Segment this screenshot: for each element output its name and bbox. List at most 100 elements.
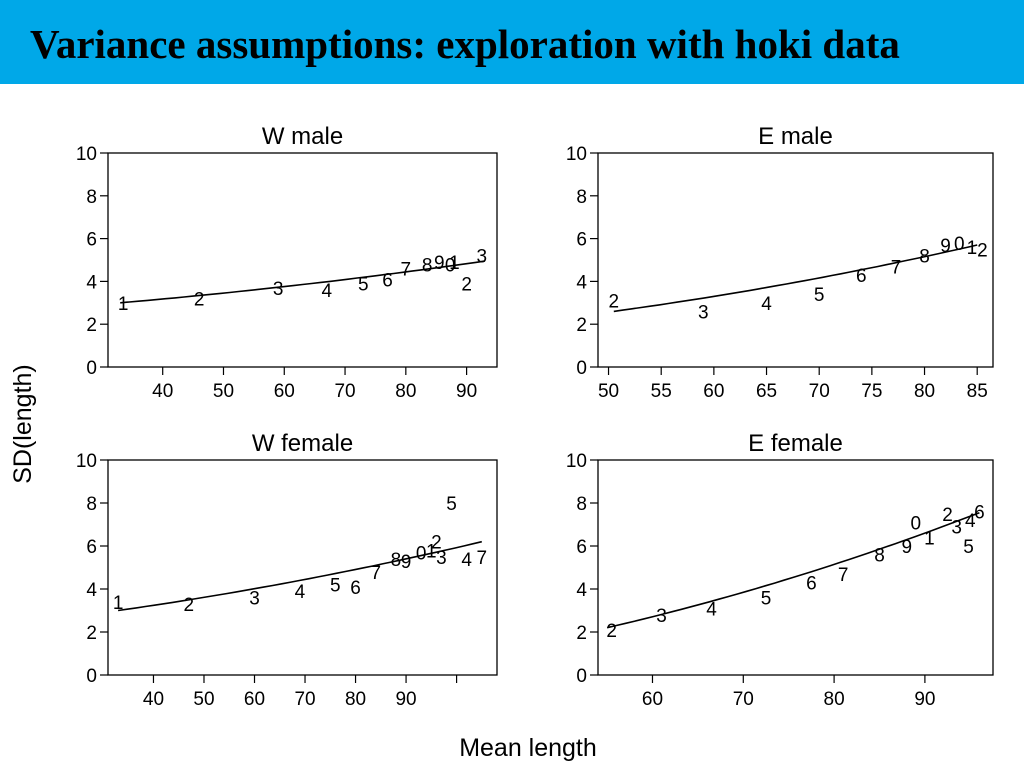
data-point: 5	[963, 537, 974, 558]
data-point: 8	[422, 255, 433, 276]
data-point: 5	[358, 275, 369, 296]
x-tick-label: 75	[861, 381, 882, 402]
data-point: 6	[350, 578, 361, 599]
fitted-curve	[120, 260, 485, 304]
x-tick-label: 50	[213, 381, 234, 402]
data-point: 3	[477, 247, 488, 268]
y-tick-label: 8	[86, 494, 97, 515]
data-point: 1	[118, 294, 129, 315]
x-tick-label: 90	[456, 381, 477, 402]
data-point: 1	[924, 528, 935, 549]
data-point: 9	[901, 537, 912, 558]
x-axis-label: Mean length	[459, 734, 597, 762]
data-point: 9	[401, 552, 412, 573]
title-banner	[0, 0, 1024, 84]
data-point: 7	[891, 257, 902, 278]
data-point: 9	[940, 236, 951, 257]
data-point: 6	[382, 270, 393, 291]
plot-frame	[597, 459, 994, 676]
data-point: 4	[322, 281, 333, 302]
data-point: 6	[856, 266, 867, 287]
y-tick-label: 0	[576, 666, 587, 687]
data-point: 0	[416, 543, 427, 564]
y-tick-label: 0	[86, 666, 97, 687]
x-tick-label: 80	[824, 689, 845, 710]
data-point: 2	[431, 533, 442, 554]
plot-frame	[107, 152, 498, 368]
y-tick-label: 8	[576, 187, 587, 208]
data-point: 4	[461, 550, 472, 571]
y-tick-label: 4	[86, 580, 97, 601]
data-point: 6	[806, 574, 817, 595]
y-tick-label: 2	[86, 315, 97, 336]
y-tick-label: 10	[76, 451, 97, 472]
y-tick-label: 6	[576, 230, 587, 251]
y-tick-label: 10	[76, 144, 97, 165]
x-tick-label: 90	[395, 689, 416, 710]
data-point: 3	[656, 606, 667, 627]
y-tick-label: 6	[86, 537, 97, 558]
x-tick-label: 60	[274, 381, 295, 402]
data-point: 2	[606, 621, 617, 642]
y-tick-label: 10	[566, 451, 587, 472]
data-point: 1	[967, 238, 978, 259]
fitted-curve	[606, 511, 980, 629]
x-tick-label: 85	[967, 381, 988, 402]
y-tick-label: 0	[576, 358, 587, 379]
data-point: 8	[874, 546, 885, 567]
data-point: 4	[706, 599, 717, 620]
data-point: 2	[184, 595, 195, 616]
panel-title: E male	[758, 123, 833, 150]
x-tick-label: 50	[193, 689, 214, 710]
panel-title: E female	[748, 430, 843, 457]
fitted-curve	[613, 244, 978, 313]
panel-title: W female	[252, 430, 353, 457]
data-point: 5	[814, 285, 825, 306]
data-point: 1	[426, 541, 437, 562]
data-point: 2	[461, 275, 472, 296]
y-tick-label: 4	[576, 272, 587, 293]
x-tick-label: 70	[294, 689, 315, 710]
data-point: 0	[954, 234, 965, 255]
y-tick-label: 8	[86, 187, 97, 208]
data-point: 4	[965, 511, 976, 532]
x-tick-label: 70	[334, 381, 355, 402]
data-point: 4	[761, 294, 772, 315]
data-point: 1	[113, 593, 124, 614]
y-tick-label: 2	[86, 623, 97, 644]
y-tick-label: 6	[86, 230, 97, 251]
data-point: 7	[370, 563, 381, 584]
data-point: 2	[609, 292, 620, 313]
data-point: 1	[449, 253, 460, 274]
data-point: 7	[401, 260, 412, 281]
x-tick-label: 65	[756, 381, 777, 402]
y-tick-label: 2	[576, 623, 587, 644]
data-point: 8	[391, 550, 402, 571]
data-point: 3	[698, 302, 709, 323]
y-tick-label: 4	[576, 580, 587, 601]
data-point: 5	[330, 576, 341, 597]
y-axis-label: SD(length)	[9, 364, 37, 484]
x-tick-label: 55	[651, 381, 672, 402]
x-tick-label: 60	[244, 689, 265, 710]
data-point: 2	[977, 240, 988, 261]
slide-title: Variance assumptions: exploration with h…	[30, 21, 900, 67]
x-tick-label: 80	[395, 381, 416, 402]
x-tick-label: 80	[914, 381, 935, 402]
y-tick-label: 6	[576, 537, 587, 558]
data-point: 0	[445, 255, 456, 276]
panel-title: W male	[262, 123, 343, 150]
data-point: 3	[249, 589, 260, 610]
y-tick-label: 8	[576, 494, 587, 515]
data-point: 2	[194, 290, 205, 311]
y-tick-label: 2	[576, 315, 587, 336]
data-point: 6	[974, 503, 985, 524]
data-point: 2	[942, 505, 953, 526]
x-tick-label: 60	[642, 689, 663, 710]
plot-frame	[597, 152, 994, 368]
data-point: 7	[838, 565, 849, 586]
x-tick-label: 40	[143, 689, 164, 710]
